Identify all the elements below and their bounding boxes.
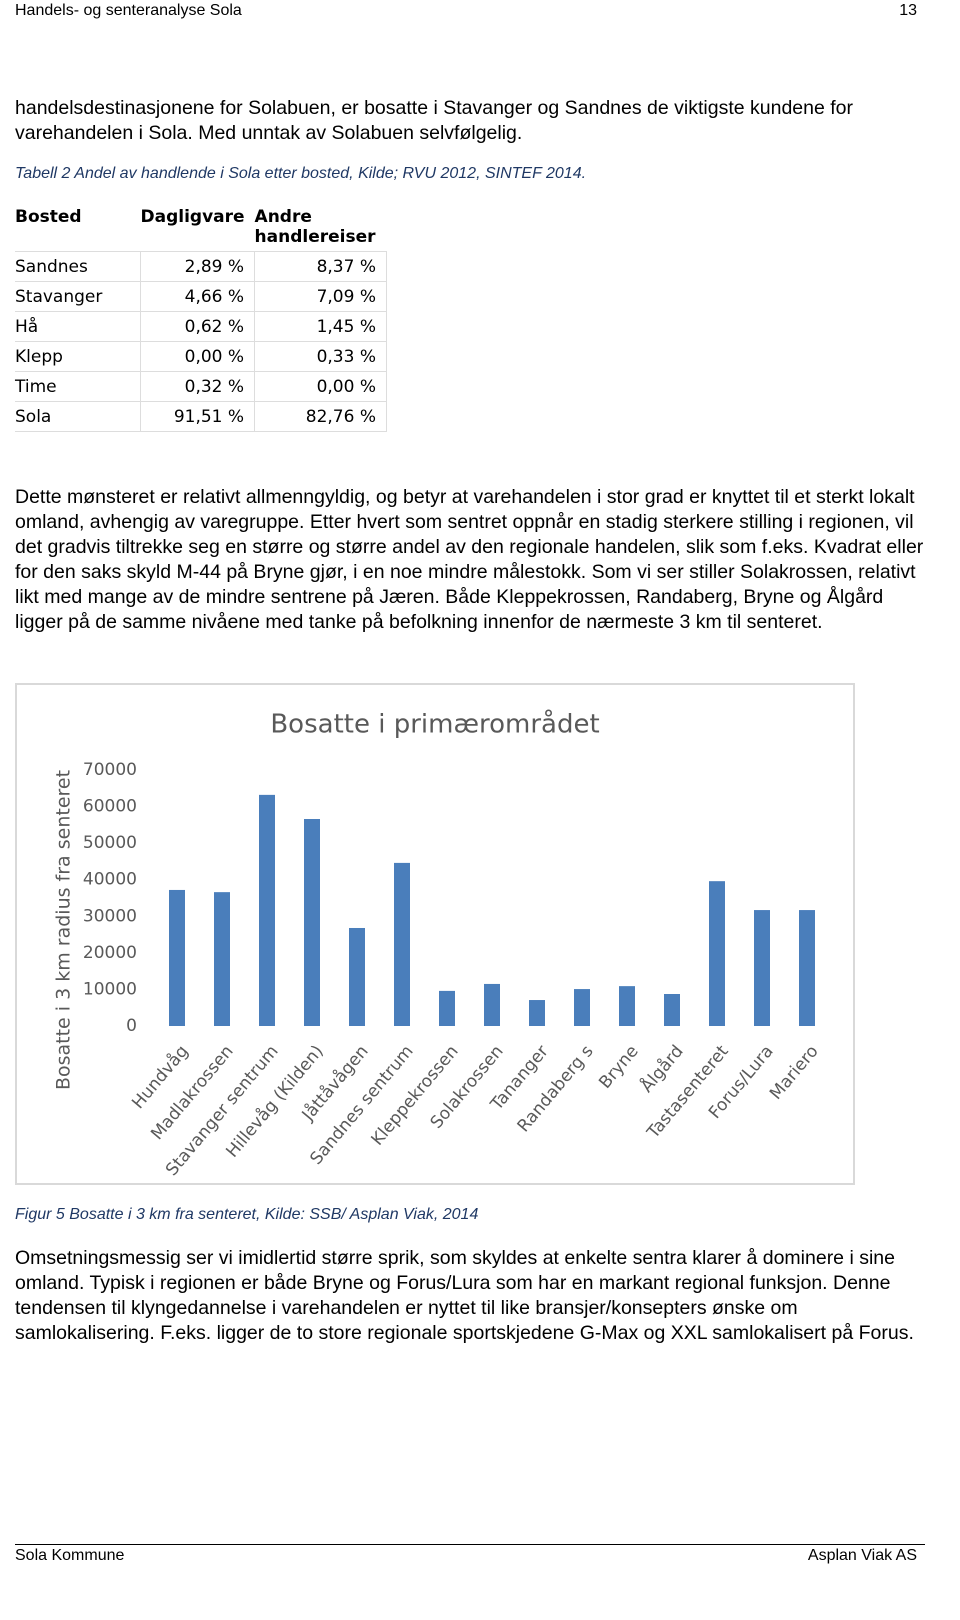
table-row: Klepp 0,00 % 0,33 % bbox=[15, 341, 387, 372]
bar bbox=[439, 990, 455, 1026]
table-cell: 0,32 % bbox=[139, 371, 256, 402]
bar bbox=[799, 910, 815, 1026]
chart: Bosatte i primærområdet Bosatte i 3 km r… bbox=[15, 683, 855, 1185]
table-cell: 2,89 % bbox=[139, 251, 256, 282]
paragraph: Dette mønsteret er relativt allmenngyldi… bbox=[15, 486, 924, 633]
bar bbox=[349, 927, 365, 1026]
table-cell: Sola bbox=[15, 401, 141, 432]
table-cell: 91,51 % bbox=[139, 401, 256, 432]
table-cell: 0,00 % bbox=[139, 341, 256, 372]
table-row: Sola 91,51 % 82,76 % bbox=[15, 401, 387, 432]
table: Bosted Dagligvare Andre handlereiser Sandne… bbox=[15, 203, 387, 432]
y-tick-label: 20000 bbox=[83, 943, 137, 963]
y-tick-label: 10000 bbox=[83, 979, 137, 999]
bar bbox=[619, 986, 635, 1026]
x-tick-label: Mariero bbox=[766, 1042, 823, 1104]
table-cell: 1,45 % bbox=[254, 311, 387, 342]
bar bbox=[529, 1000, 545, 1026]
table-cell: 82,76 % bbox=[254, 401, 387, 432]
table-cell: Sandnes bbox=[15, 251, 141, 282]
table-cell: 0,00 % bbox=[254, 371, 387, 402]
table-cell: 4,66 % bbox=[139, 281, 256, 312]
bar bbox=[214, 892, 230, 1026]
page-number: 13 bbox=[899, 2, 917, 19]
y-tick-label: 0 bbox=[126, 1016, 137, 1036]
header-title: Handels- og senteranalyse Sola bbox=[15, 2, 242, 19]
bar bbox=[574, 989, 590, 1026]
footer-right: Asplan Viak AS bbox=[807, 1547, 917, 1564]
bar bbox=[259, 794, 275, 1026]
table-header-cell: Dagligvare bbox=[140, 207, 245, 227]
bar bbox=[664, 994, 680, 1026]
table-cell: 7,09 % bbox=[254, 281, 387, 312]
y-tick-label: 70000 bbox=[83, 760, 137, 780]
table-cell: 0,33 % bbox=[254, 341, 387, 372]
bar bbox=[394, 862, 410, 1026]
table-row: Hå 0,62 % 1,45 % bbox=[15, 311, 387, 342]
table-header-row: Bosted Dagligvare Andre handlereiser bbox=[15, 203, 387, 252]
bar bbox=[709, 881, 725, 1026]
table-cell: Klepp bbox=[15, 341, 141, 372]
bar bbox=[304, 819, 320, 1026]
table-header-cell: Bosted bbox=[15, 207, 82, 227]
table-cell: 0,62 % bbox=[139, 311, 256, 342]
table-caption: Tabell 2 Andel av handlende i Sola etter… bbox=[15, 165, 587, 182]
table-cell: 8,37 % bbox=[254, 251, 387, 282]
paragraph: handelsdestinasjonene for Solabuen, er b… bbox=[15, 97, 853, 144]
bar bbox=[169, 889, 185, 1026]
table-row: Time 0,32 % 0,00 % bbox=[15, 371, 387, 402]
table-cell: Stavanger bbox=[15, 281, 141, 312]
x-tick-label: Bryne bbox=[595, 1042, 642, 1093]
chart-title: Bosatte i primærområdet bbox=[270, 709, 599, 740]
footer-rule bbox=[15, 1544, 925, 1545]
table-cell: Hå bbox=[15, 311, 141, 342]
table-row: Sandnes 2,89 % 8,37 % bbox=[15, 251, 387, 282]
bar bbox=[484, 983, 500, 1026]
y-tick-label: 50000 bbox=[83, 833, 137, 853]
footer-left: Sola Kommune bbox=[15, 1547, 125, 1564]
y-axis-title: Bosatte i 3 km radius fra senteret bbox=[53, 770, 75, 1090]
figure-caption: Figur 5 Bosatte i 3 km fra senteret, Kil… bbox=[15, 1206, 479, 1223]
paragraph: Omsetningsmessig ser vi imidlertid størr… bbox=[15, 1247, 914, 1344]
table-header-cell: Andre handlereiser bbox=[254, 207, 376, 247]
y-tick-label: 60000 bbox=[83, 797, 137, 817]
y-tick-label: 30000 bbox=[83, 906, 137, 926]
bar bbox=[754, 910, 770, 1026]
y-tick-label: 40000 bbox=[83, 870, 137, 890]
table-cell: Time bbox=[15, 371, 141, 402]
table-row: Stavanger 4,66 % 7,09 % bbox=[15, 281, 387, 312]
